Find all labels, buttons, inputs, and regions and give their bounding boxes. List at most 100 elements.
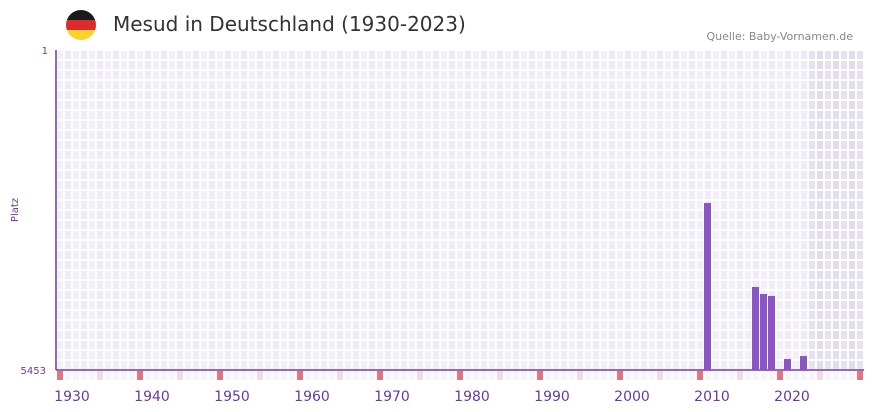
grid-cell [537, 81, 543, 89]
grid-cell [449, 181, 455, 189]
grid-cell [473, 61, 479, 69]
grid-cell [345, 191, 351, 199]
grid-cell [841, 231, 847, 239]
bar-2009[interactable] [704, 202, 711, 370]
grid-cell [161, 101, 167, 109]
bar-2021[interactable] [800, 356, 807, 370]
grid-cell [201, 331, 207, 339]
grid-cell [457, 111, 463, 119]
grid-cell [553, 181, 559, 189]
grid-cell [121, 121, 127, 129]
year-marker [337, 371, 343, 380]
grid-cell [129, 261, 135, 269]
bar-2017[interactable] [768, 295, 775, 370]
grid-cell [753, 211, 759, 219]
grid-cell [465, 331, 471, 339]
grid-cell [129, 151, 135, 159]
grid-cell [537, 111, 543, 119]
grid-cell [705, 131, 711, 139]
grid-cell [281, 301, 287, 309]
grid-cell [385, 61, 391, 69]
grid-cell [265, 191, 271, 199]
grid-cell [849, 151, 855, 159]
grid-cell [617, 321, 623, 329]
grid-cell [577, 261, 583, 269]
year-marker [505, 371, 511, 380]
grid-cell [89, 221, 95, 229]
grid-cell [425, 331, 431, 339]
grid-cell [833, 231, 839, 239]
grid-cell [185, 131, 191, 139]
grid-cell [241, 61, 247, 69]
grid-cell [753, 141, 759, 149]
grid-cell [329, 341, 335, 349]
grid-cell [265, 321, 271, 329]
grid-cell [793, 351, 799, 359]
grid-cell [569, 281, 575, 289]
grid-cell [81, 291, 87, 299]
grid-cell [585, 151, 591, 159]
grid-cell [505, 51, 511, 59]
grid-cell [113, 281, 119, 289]
grid-cell [657, 321, 663, 329]
grid-cell [657, 141, 663, 149]
grid-cell [137, 201, 143, 209]
grid-cell [609, 121, 615, 129]
grid-cell [577, 131, 583, 139]
grid-cell [761, 101, 767, 109]
grid-cell [313, 131, 319, 139]
grid-cell [753, 201, 759, 209]
grid-cell [225, 171, 231, 179]
grid-cell [297, 221, 303, 229]
grid-cell [89, 261, 95, 269]
grid-cell [273, 101, 279, 109]
grid-cell [785, 121, 791, 129]
grid-cell [417, 321, 423, 329]
grid-cell [521, 291, 527, 299]
grid-cell [657, 61, 663, 69]
grid-cell [345, 331, 351, 339]
bar-2019[interactable] [784, 359, 791, 370]
grid-cell [617, 191, 623, 199]
bar-2015[interactable] [752, 287, 759, 370]
year-marker [321, 371, 327, 380]
grid-cell [801, 251, 807, 259]
grid-cell [801, 61, 807, 69]
grid-cell [657, 151, 663, 159]
grid-cell [833, 331, 839, 339]
grid-cell [369, 271, 375, 279]
grid-cell [793, 81, 799, 89]
grid-cell [481, 71, 487, 79]
grid-cell [729, 81, 735, 89]
grid-cell [345, 251, 351, 259]
grid-cell [81, 351, 87, 359]
grid-cell [449, 311, 455, 319]
chart-title: Mesud in Deutschland (1930-2023) [113, 12, 466, 36]
grid-cell [417, 81, 423, 89]
grid-cell [441, 321, 447, 329]
bar-2016[interactable] [760, 293, 767, 370]
grid-cell [801, 271, 807, 279]
grid-cell [449, 301, 455, 309]
grid-cell [201, 211, 207, 219]
grid-cell [481, 161, 487, 169]
grid-cell [593, 331, 599, 339]
grid-cell [809, 181, 815, 189]
grid-cell [593, 321, 599, 329]
grid-cell [673, 201, 679, 209]
grid-cell [785, 341, 791, 349]
grid-cell [833, 141, 839, 149]
grid-cell [65, 341, 71, 349]
grid-cell [569, 81, 575, 89]
grid-cell [201, 361, 207, 369]
grid-cell [729, 71, 735, 79]
grid-cell [249, 51, 255, 59]
grid-cell [121, 281, 127, 289]
source-link[interactable]: Quelle: Baby-Vornamen.de [706, 30, 853, 43]
grid-cell [257, 251, 263, 259]
grid-cell [169, 181, 175, 189]
grid-cell [273, 311, 279, 319]
grid-cell [681, 111, 687, 119]
grid-cell [793, 311, 799, 319]
grid-cell [433, 161, 439, 169]
